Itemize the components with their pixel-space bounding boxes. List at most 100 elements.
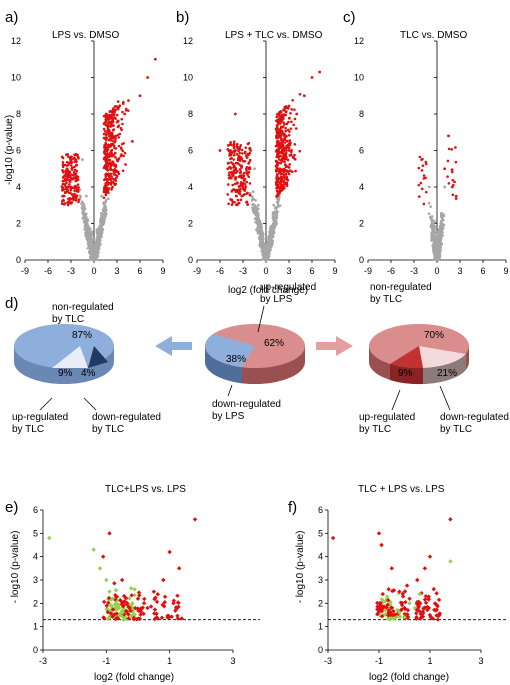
data-point-red bbox=[230, 176, 233, 180]
data-point-gray bbox=[84, 215, 88, 219]
data-point-gray bbox=[254, 199, 257, 202]
data-point-red bbox=[108, 611, 114, 616]
data-point-green bbox=[389, 608, 394, 613]
y-tick-label: 4 bbox=[318, 552, 323, 562]
data-point-red bbox=[66, 189, 70, 192]
y-tick-label: 8 bbox=[16, 109, 21, 119]
data-point-red bbox=[285, 139, 289, 143]
data-point-red bbox=[414, 611, 419, 616]
data-point-red bbox=[298, 149, 302, 153]
f-xlabel: log2 (fold change) bbox=[369, 672, 449, 683]
data-point-red bbox=[431, 586, 436, 592]
data-point-red bbox=[192, 517, 198, 522]
data-point-red bbox=[136, 590, 142, 595]
data-point-red bbox=[380, 606, 385, 611]
data-point-red bbox=[415, 577, 420, 583]
data-point-red bbox=[278, 185, 281, 189]
data-point-red bbox=[107, 181, 110, 185]
e-ylabel: - log10 (p-value) bbox=[10, 531, 21, 604]
data-point-red bbox=[275, 175, 279, 178]
data-point-gray bbox=[256, 229, 260, 233]
data-point-red bbox=[385, 602, 390, 608]
data-point-red bbox=[104, 603, 109, 608]
data-point-red bbox=[227, 149, 231, 152]
data-point-red bbox=[175, 616, 181, 621]
data-point-red bbox=[425, 604, 430, 610]
data-point-red bbox=[420, 158, 424, 162]
data-point-red bbox=[106, 187, 110, 191]
data-point-gray bbox=[259, 222, 262, 225]
data-point-green bbox=[383, 612, 388, 617]
data-point-red bbox=[230, 203, 234, 207]
data-point-red bbox=[65, 153, 68, 156]
data-point-red bbox=[115, 113, 119, 117]
data-point-red bbox=[236, 198, 240, 202]
data-point-red bbox=[107, 191, 110, 194]
data-point-red bbox=[106, 123, 110, 126]
pie-left-br-1: down-regulated bbox=[92, 412, 161, 423]
data-point-red bbox=[73, 168, 77, 172]
data-point-red bbox=[375, 600, 380, 606]
data-point-gray bbox=[100, 231, 104, 234]
data-point-red bbox=[291, 98, 295, 102]
data-point-red bbox=[121, 110, 124, 114]
data-point-red bbox=[287, 149, 291, 152]
volcano-plot-c: 0 2 4 6 8 10 12 -9 -6 -3 0 3 6 9 bbox=[354, 36, 509, 276]
data-point-gray bbox=[429, 205, 433, 208]
data-point-gray bbox=[102, 216, 105, 220]
data-point-gray bbox=[439, 232, 443, 236]
data-point-gray bbox=[90, 257, 93, 261]
data-point-red bbox=[382, 604, 387, 609]
data-point-red bbox=[293, 143, 297, 146]
data-point-red bbox=[135, 606, 140, 611]
data-point-red bbox=[277, 155, 280, 159]
data-point-red bbox=[111, 129, 115, 132]
data-point-gray bbox=[88, 239, 91, 242]
data-point-red bbox=[398, 600, 404, 605]
data-point-red bbox=[106, 152, 109, 155]
data-point-red bbox=[154, 599, 160, 604]
data-point-red bbox=[375, 607, 380, 612]
data-point-gray bbox=[100, 218, 104, 222]
y-tick-label: 0 bbox=[359, 255, 364, 265]
y-tick-label: 5 bbox=[33, 528, 38, 538]
data-point-red bbox=[106, 169, 109, 172]
data-point-red bbox=[280, 125, 284, 129]
pie-center-pct-b: 38% bbox=[226, 354, 246, 365]
data-point-red bbox=[105, 161, 108, 165]
data-point-red bbox=[279, 130, 283, 134]
data-point-red bbox=[124, 609, 129, 615]
data-point-green bbox=[113, 601, 119, 606]
data-point-gray bbox=[80, 200, 84, 204]
data-point-red bbox=[245, 171, 248, 175]
data-point-red bbox=[424, 176, 427, 180]
data-point-red bbox=[289, 127, 293, 130]
data-point-green bbox=[379, 597, 385, 602]
data-point-red bbox=[145, 605, 150, 611]
data-point-red bbox=[161, 604, 167, 609]
data-point-red bbox=[278, 167, 282, 171]
data-point-gray bbox=[271, 228, 275, 231]
data-point-gray bbox=[271, 214, 275, 217]
x-tick-label: 3 bbox=[478, 656, 483, 666]
pie-right: 70% 9% 21% bbox=[369, 324, 469, 385]
data-point-red bbox=[70, 173, 73, 176]
data-point-red bbox=[240, 174, 244, 177]
data-point-red bbox=[76, 188, 80, 191]
data-point-red bbox=[127, 109, 130, 112]
data-point-red bbox=[120, 600, 125, 606]
data-point-red bbox=[450, 185, 454, 189]
data-point-red bbox=[110, 114, 114, 118]
data-point-red bbox=[330, 535, 336, 541]
data-point-green bbox=[130, 606, 136, 612]
data-point-red bbox=[112, 178, 116, 181]
data-point-red bbox=[238, 190, 242, 193]
data-point-red bbox=[232, 145, 236, 148]
data-point-gray bbox=[89, 245, 93, 249]
x-tick-label: -9 bbox=[193, 266, 201, 276]
data-point-gray bbox=[427, 201, 431, 205]
data-point-red bbox=[102, 188, 106, 191]
y-tick-label: 2 bbox=[318, 598, 323, 608]
data-point-red bbox=[418, 616, 423, 621]
data-point-gray bbox=[435, 253, 439, 256]
